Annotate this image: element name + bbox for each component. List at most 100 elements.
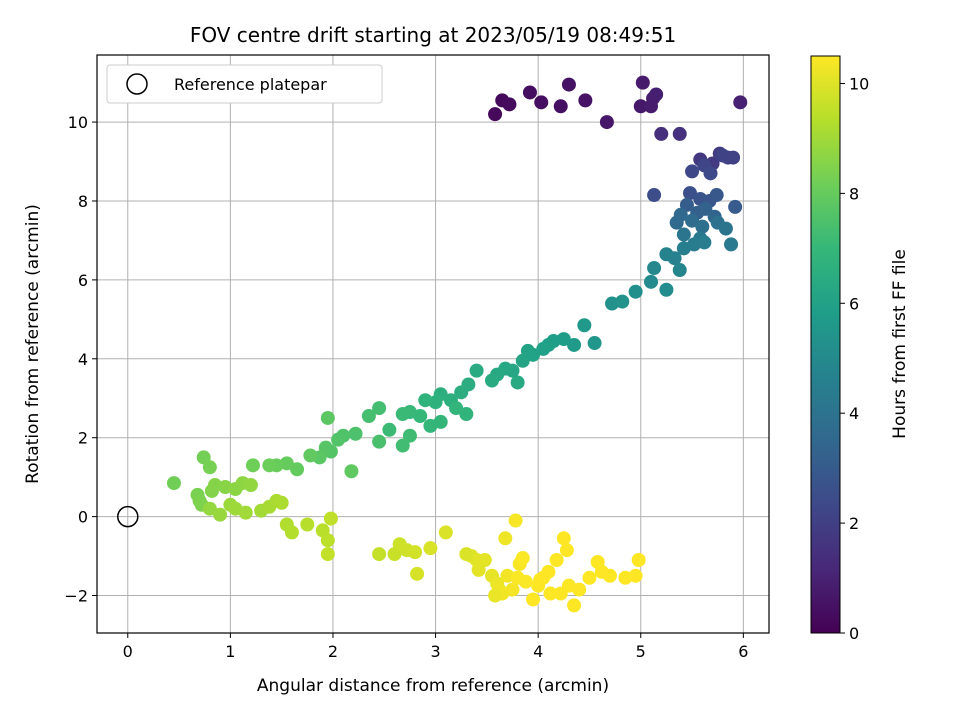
x-tick-label: 0 [123, 642, 133, 661]
x-tick-label: 5 [636, 642, 646, 661]
data-point [459, 547, 474, 562]
data-point [567, 337, 582, 352]
reference-marker [117, 505, 139, 528]
colorbar-tick-label: 10 [849, 74, 869, 93]
colorbar-label: Hours from first FF file [890, 249, 910, 439]
data-point [402, 428, 417, 443]
data-point [502, 97, 517, 112]
y-tick-label: −2 [64, 587, 88, 606]
data-point [724, 237, 739, 252]
data-point [543, 586, 558, 601]
y-tick-label: 6 [78, 271, 88, 290]
data-point [372, 547, 387, 562]
data-point [549, 553, 564, 568]
data-point [733, 95, 748, 110]
data-point [290, 462, 305, 477]
data-point [498, 531, 513, 546]
data-point [410, 566, 425, 581]
x-tick-label: 1 [225, 642, 235, 661]
data-point [635, 75, 650, 90]
y-tick-label: 8 [78, 192, 88, 211]
data-point [672, 263, 687, 278]
colorbar-ticks: 0 2 4 6 8 10 [840, 74, 869, 643]
x-tick-label: 4 [533, 642, 543, 661]
data-point [331, 432, 346, 447]
data-point [647, 261, 662, 276]
data-point [703, 166, 718, 181]
data-point [284, 525, 299, 540]
data-point [534, 95, 549, 110]
data-point [423, 541, 438, 556]
data-point [582, 570, 597, 585]
data-point [245, 458, 260, 473]
data-point [633, 99, 648, 114]
data-point [348, 426, 363, 441]
data-point [488, 588, 503, 603]
data-point [515, 551, 530, 566]
data-point [320, 533, 335, 548]
data-point [382, 422, 397, 437]
data-point [303, 448, 318, 463]
data-point [615, 294, 630, 309]
data-point [715, 148, 730, 163]
chart-title: FOV centre drift starting at 2023/05/19 … [190, 23, 676, 47]
data-point [669, 215, 684, 230]
data-point [372, 401, 387, 416]
data-point [676, 241, 691, 256]
colorbar-tick-label: 2 [849, 514, 859, 533]
data-point [649, 87, 664, 102]
data-point [587, 336, 602, 351]
data-point [361, 409, 376, 424]
legend-box [106, 64, 383, 104]
data-point [695, 219, 710, 234]
data-point [522, 85, 537, 100]
data-point [728, 199, 743, 214]
data-point [166, 476, 181, 491]
data-point [676, 227, 691, 242]
data-point [533, 572, 548, 587]
data-point [372, 434, 387, 449]
plot-frame [96, 54, 770, 634]
y-ticks: −2 0 2 4 6 8 10 [64, 113, 97, 606]
data-point [628, 568, 643, 583]
x-axis-label: Angular distance from reference (arcmin) [257, 676, 609, 696]
y-axis-label: Rotation from reference (arcmin) [23, 204, 43, 484]
data-point [526, 592, 541, 607]
y-tick-label: 10 [68, 113, 88, 132]
data-point [395, 438, 410, 453]
data-point [659, 282, 674, 297]
data-point [438, 525, 453, 540]
data-point [508, 513, 523, 528]
y-tick-label: 0 [78, 508, 88, 527]
colorbar: 0 2 4 6 8 10 Hours from first FF file [810, 55, 910, 643]
data-point [685, 213, 700, 228]
data-point [323, 511, 338, 526]
data-point [238, 505, 253, 520]
data-point [572, 582, 587, 597]
data-point [553, 99, 568, 114]
colorbar-tick-label: 6 [849, 294, 859, 313]
data-point [418, 393, 433, 408]
data-point [262, 458, 277, 473]
data-point [202, 501, 217, 516]
y-tick-label: 2 [78, 429, 88, 448]
legend: Reference platepar [106, 64, 383, 104]
colorbar-tick-label: 8 [849, 184, 859, 203]
x-tick-label: 3 [430, 642, 440, 661]
data-point [567, 598, 582, 613]
data-point [561, 77, 576, 92]
data-point [471, 562, 486, 577]
data-point [202, 460, 217, 475]
data-point [515, 353, 530, 368]
data-point [578, 93, 593, 108]
data-point [644, 274, 659, 289]
data-point [459, 407, 474, 422]
data-point [718, 221, 733, 236]
data-point [484, 373, 499, 388]
data-point [556, 531, 571, 546]
data-point [709, 188, 724, 203]
legend-entry-reference: Reference platepar [174, 75, 327, 94]
x-tick-label: 6 [738, 642, 748, 661]
data-point [320, 410, 335, 425]
data-point [243, 478, 258, 493]
